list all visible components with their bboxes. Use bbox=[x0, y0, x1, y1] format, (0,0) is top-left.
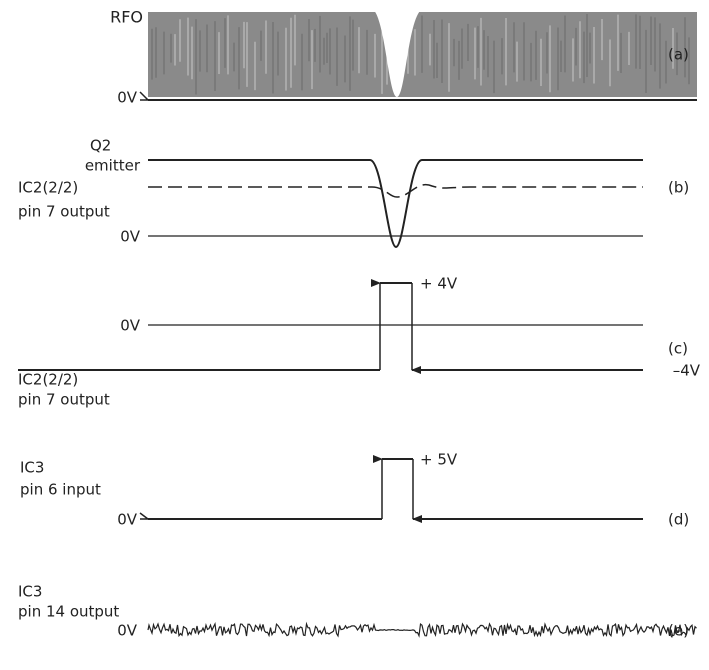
label: 0V bbox=[120, 228, 141, 246]
label: IC2(2/2) bbox=[18, 179, 78, 197]
panel-tag: (e) bbox=[668, 622, 689, 640]
panel-e: IC3 pin 14 output 0V (e) bbox=[18, 583, 697, 640]
label: IC2(2/2) bbox=[18, 371, 78, 389]
panel-c: 0V IC2(2/2) pin 7 output + 4V –4V (c) bbox=[18, 275, 701, 409]
zero-tick bbox=[140, 513, 148, 519]
panel-d: IC3 pin 6 input 0V + 5V (d) bbox=[20, 451, 689, 529]
label: pin 7 output bbox=[18, 391, 110, 409]
label: Q2 bbox=[90, 137, 111, 155]
label: 0V bbox=[117, 89, 138, 107]
panel-b: Q2 emitter IC2(2/2) pin 7 output 0V (b) bbox=[18, 137, 689, 248]
zero-tick bbox=[140, 92, 148, 100]
panel-a: RFO 0V (a) bbox=[110, 8, 697, 107]
label: IC3 bbox=[20, 459, 44, 477]
label: 0V bbox=[117, 622, 138, 640]
label: IC3 bbox=[18, 583, 42, 601]
label: 0V bbox=[117, 511, 138, 529]
panel-tag: (a) bbox=[668, 46, 689, 64]
label: + 5V bbox=[420, 451, 458, 469]
label: pin 6 input bbox=[20, 481, 101, 499]
label: 0V bbox=[120, 317, 141, 335]
label: RFO bbox=[110, 8, 143, 27]
pin7-wave bbox=[148, 185, 643, 197]
emitter-wave bbox=[148, 160, 643, 247]
label: emitter bbox=[85, 157, 141, 175]
label: + 4V bbox=[420, 275, 458, 293]
waveform-diagram: RFO 0V (a) Q2 emitter IC2(2/2) pin 7 out… bbox=[0, 0, 709, 670]
noise-wave bbox=[148, 624, 697, 636]
label: pin 14 output bbox=[18, 603, 119, 621]
panel-tag: (b) bbox=[668, 179, 689, 197]
label: pin 7 output bbox=[18, 203, 110, 221]
panel-tag: (d) bbox=[668, 511, 689, 529]
label: –4V bbox=[673, 362, 701, 380]
panel-tag: (c) bbox=[668, 340, 688, 358]
